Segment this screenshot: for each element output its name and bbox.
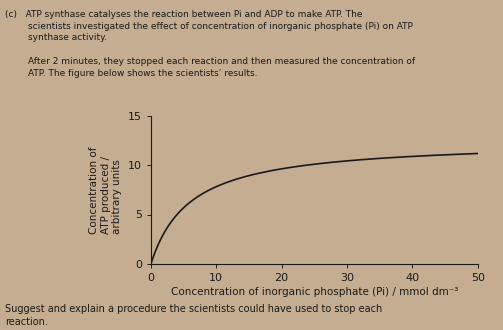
Text: (c)   ATP synthase catalyses the reaction between Pi and ADP to make ATP. The
  : (c) ATP synthase catalyses the reaction … [5,10,415,78]
X-axis label: Concentration of inorganic phosphate (Pi) / mmol dm⁻³: Concentration of inorganic phosphate (Pi… [171,287,458,297]
Text: Suggest and explain a procedure the scientists could have used to stop each
reac: Suggest and explain a procedure the scie… [5,304,382,327]
Y-axis label: Concentration of
ATP produced /
arbitrary units: Concentration of ATP produced / arbitrar… [89,146,122,234]
